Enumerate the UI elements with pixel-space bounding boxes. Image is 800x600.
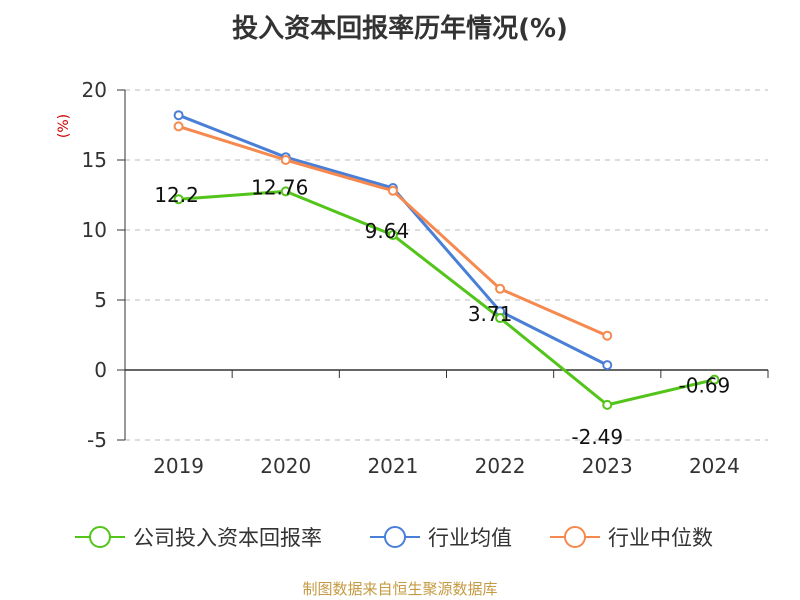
- data-label: 9.64: [365, 219, 410, 243]
- x-tick-label: 2019: [153, 454, 204, 478]
- data-label: 3.71: [468, 302, 513, 326]
- legend-marker: [564, 526, 586, 548]
- x-tick-label: 2024: [689, 454, 740, 478]
- x-tick-label: 2021: [367, 454, 418, 478]
- legend-label: 行业中位数: [608, 526, 713, 550]
- data-source-note: 制图数据来自恒生聚源数据库: [302, 580, 498, 598]
- grid-lines: [125, 89, 768, 441]
- data-point: [173, 194, 184, 205]
- chart-title: 投入资本回报率历年情况(%): [232, 14, 568, 44]
- data-point: [602, 360, 613, 371]
- data-point: [173, 121, 184, 132]
- axes: -5 0 5 10 15 20 2019 2020 2021 2022 2023 2024: [82, 78, 769, 478]
- data-point: [495, 283, 506, 294]
- data-point: [495, 313, 506, 324]
- x-tick-label: 2023: [582, 454, 633, 478]
- series-line: [178, 189, 715, 407]
- x-tick-label: 2020: [260, 454, 311, 478]
- data-point: [280, 186, 291, 197]
- data-label: 12.76: [251, 175, 308, 199]
- x-tick-label: 2022: [475, 454, 526, 478]
- data-label: -0.69: [679, 374, 731, 398]
- legend-marker: [384, 526, 406, 548]
- y-tick-label: 10: [82, 218, 107, 242]
- legend: 公司投入资本回报率 行业均值 行业中位数: [75, 526, 713, 550]
- y-tick-label: 15: [82, 148, 107, 172]
- y-axis-label: (%): [56, 114, 72, 138]
- series-lines: [173, 110, 720, 410]
- data-point: [280, 155, 291, 165]
- data-label: 12.2: [154, 183, 199, 207]
- y-tick-label: 0: [94, 358, 107, 382]
- data-point: [173, 110, 184, 121]
- y-tick-label: -5: [87, 428, 107, 452]
- legend-label: 公司投入资本回报率: [133, 526, 322, 550]
- y-tick-label: 20: [82, 78, 107, 102]
- data-point: [602, 330, 613, 341]
- data-labels: 12.2 12.76 9.64 3.71 -2.49 -0.69: [154, 175, 731, 449]
- data-label: -2.49: [571, 425, 623, 449]
- data-point: [709, 374, 720, 385]
- legend-marker: [89, 526, 111, 548]
- data-point: [602, 399, 613, 410]
- data-point: [387, 230, 398, 241]
- data-point: [387, 185, 398, 196]
- y-tick-label: 5: [94, 288, 107, 312]
- legend-label: 行业均值: [428, 526, 512, 550]
